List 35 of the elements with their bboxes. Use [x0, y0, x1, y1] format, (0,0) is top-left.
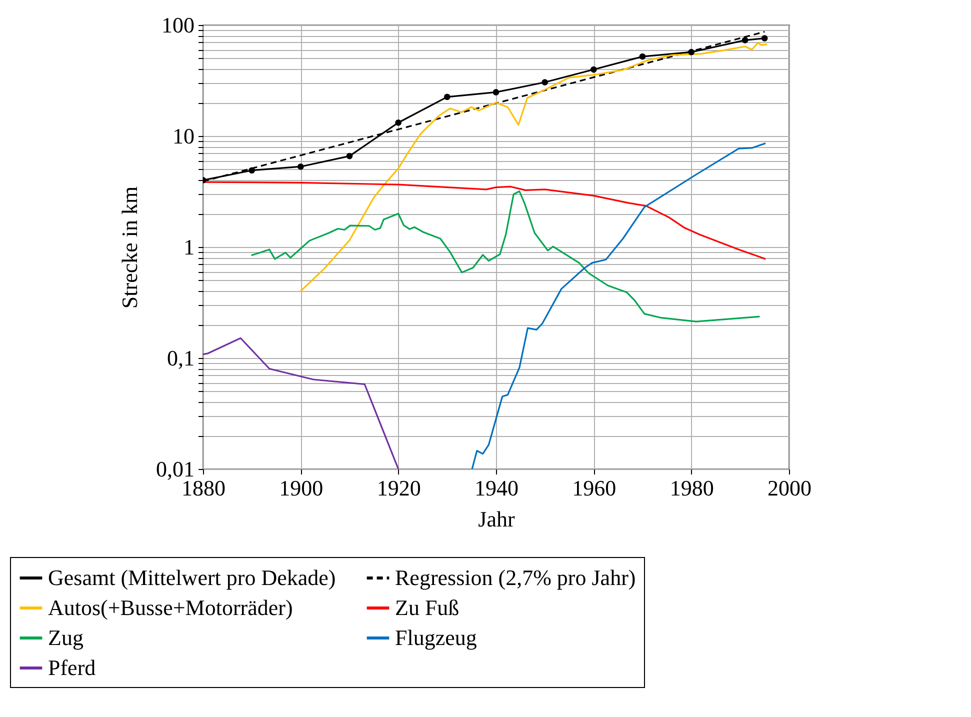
y-tick-label: 10 [172, 124, 194, 148]
x-tick-label: 1980 [670, 476, 714, 500]
point [590, 66, 597, 73]
legend-label: Zu Fuß [395, 595, 460, 620]
point [444, 94, 450, 100]
x-tick-label: 2000 [768, 476, 812, 500]
line-series [471, 142, 766, 469]
line-series [250, 190, 760, 322]
line-series [203, 337, 400, 469]
point [298, 163, 304, 170]
point [688, 48, 694, 56]
y-tick-label: 1 [184, 234, 194, 260]
x-tick-label: 1940 [474, 476, 518, 500]
point [761, 35, 768, 42]
legend-label: Autos(+Busse+Motorräder) [48, 595, 293, 620]
point [742, 37, 748, 44]
point [248, 167, 255, 174]
point [395, 119, 402, 126]
x-tick-label: 1960 [572, 476, 616, 500]
y-axis-title: Strecke in km [117, 186, 142, 309]
point [639, 53, 646, 60]
x-tick-label: 1900 [279, 476, 324, 500]
legend-label: Regression (2,7% pro Jahr) [395, 565, 636, 590]
legend-label: Gesamt (Mittelwert pro Dekade) [48, 565, 336, 590]
point [346, 152, 353, 160]
x-axis-title: Jahr [478, 506, 516, 532]
point [492, 89, 500, 96]
legend-label: Pferd [48, 655, 96, 680]
y-tick-label: 0,1 [167, 346, 194, 370]
legend-label: Zug [48, 625, 84, 650]
legend-label: Flugzeug [395, 625, 477, 650]
x-tick-label: 1920 [376, 476, 421, 500]
point [542, 79, 548, 86]
y-tick-label: 100 [162, 12, 194, 38]
line-series [300, 42, 768, 292]
